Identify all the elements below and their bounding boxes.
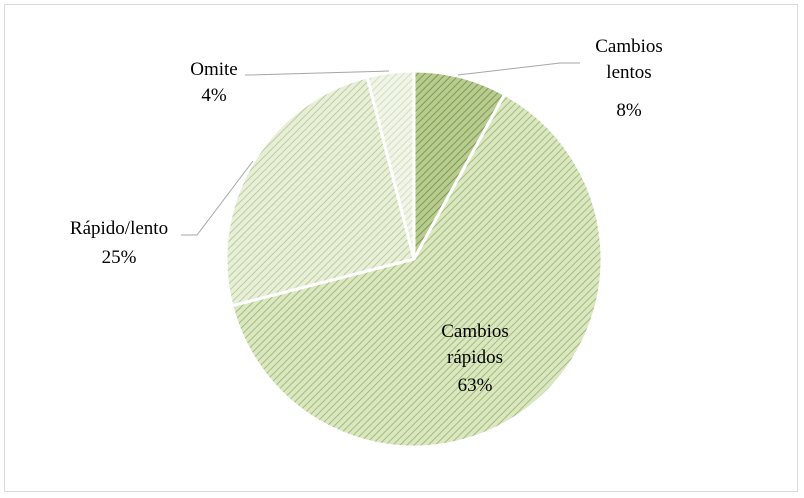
pie-slice: [230, 92, 604, 449]
slice-name-label: Cambios: [441, 321, 509, 342]
leader-line: [245, 70, 390, 76]
pie-chart: Cambios lentos 8% Cambios rápidos 63% Rápido/l…: [70, 36, 663, 449]
slice-name-label: Rápido/lento: [70, 218, 168, 239]
data-labels: Cambios lentos 8% Cambios rápidos 63% Rápido/l…: [70, 36, 663, 396]
slice-name-label: rápidos: [447, 347, 503, 368]
slice-value-label: 25%: [102, 247, 137, 268]
slice-value-label: 4%: [201, 85, 227, 106]
leader-lines: [181, 62, 580, 236]
chart-area: Cambios lentos 8% Cambios rápidos 63% Rápido/l…: [4, 4, 798, 492]
leader-line: [181, 160, 254, 236]
pie-slice: [224, 75, 416, 308]
pie-slice: [412, 69, 507, 261]
leader-line: [457, 62, 580, 76]
slice-value-label: 8%: [616, 100, 642, 121]
pie-slices: [224, 69, 604, 449]
slice-name-label: lentos: [606, 62, 651, 83]
pie-slice: [365, 69, 416, 261]
slice-name-label: Cambios: [595, 36, 663, 57]
slice-name-label: Omite: [190, 59, 238, 80]
slice-value-label: 63%: [458, 375, 493, 396]
